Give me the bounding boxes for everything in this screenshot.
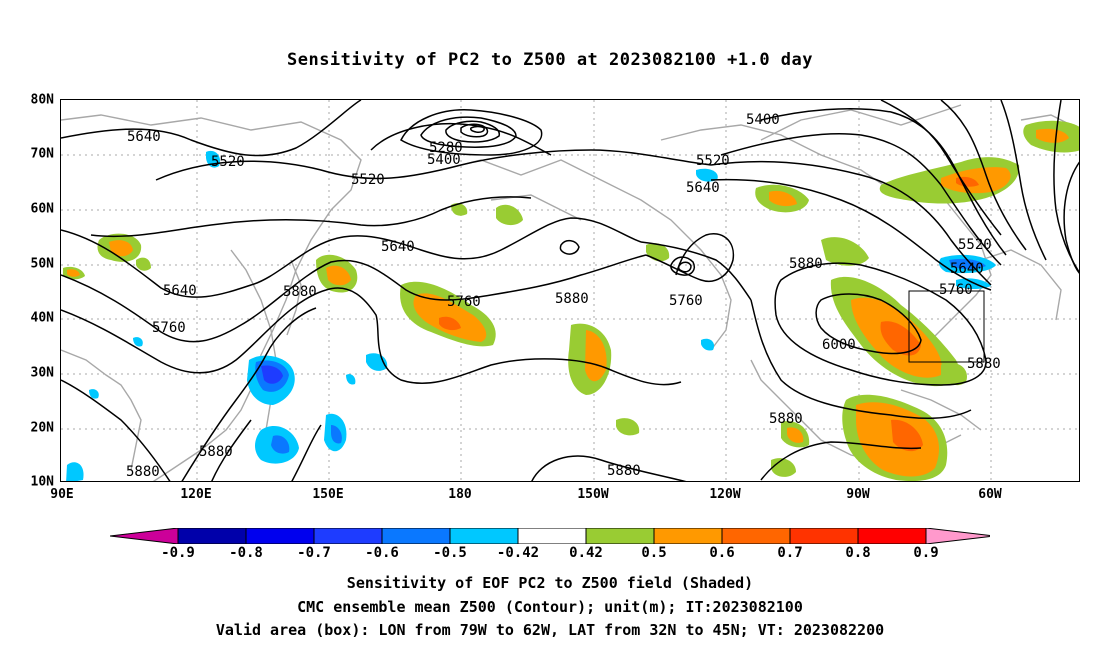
contour-label: 5760 [939, 282, 973, 298]
colorbar-segment [857, 528, 927, 544]
colorbar-segment [653, 528, 723, 544]
contour-label: 5640 [163, 283, 197, 299]
lon-label: 120W [709, 487, 741, 502]
contour-label: 5880 [199, 444, 233, 460]
contour-label: 5640 [950, 261, 984, 277]
contour-label: 5640 [686, 180, 720, 196]
z500-contours [61, 100, 1079, 481]
contour-label: 5880 [769, 411, 803, 427]
contour-label: 5520 [211, 154, 245, 170]
colorbar-segment [517, 528, 587, 544]
colorbar-segment [381, 528, 451, 544]
colorbar-segment [313, 528, 383, 544]
contour-label: 5520 [351, 172, 385, 188]
lon-label: 180 [448, 487, 472, 502]
lat-label: 60N [30, 201, 54, 217]
colorbar-segment [110, 528, 179, 544]
contour-label: 5400 [427, 152, 461, 168]
colorbar [110, 528, 990, 544]
contour-label: 6000 [822, 337, 856, 353]
contour-label: 5640 [127, 129, 161, 145]
contour-label: 5880 [967, 356, 1001, 372]
lat-label: 30N [30, 365, 54, 381]
colorbar-label: -0.9 [161, 545, 195, 561]
colorbar-segment [585, 528, 655, 544]
lat-label: 80N [30, 92, 54, 108]
colorbar-label: 0.8 [845, 545, 871, 561]
contour-label: 5520 [958, 237, 992, 253]
colorbar-label: -0.8 [229, 545, 263, 561]
colorbar-label: -0.42 [496, 545, 540, 561]
lon-label: 150E [312, 487, 344, 502]
colorbar-label: 0.6 [709, 545, 735, 561]
shading-positive [63, 120, 1079, 481]
colorbar-label: 0.9 [913, 545, 939, 561]
map-canvas: 5640 5520 5280 5400 5520 5400 5520 5640 … [61, 100, 1079, 481]
lon-label: 90W [846, 487, 870, 502]
lon-label: 60W [978, 487, 1002, 502]
lon-label: 150W [577, 487, 609, 502]
valid-area-box [908, 290, 985, 363]
contour-label: 5880 [555, 291, 589, 307]
caption-line-1: Sensitivity of EOF PC2 to Z500 field (Sh… [346, 574, 754, 592]
colorbar-label: -0.6 [365, 545, 399, 561]
contour-label: 5640 [381, 239, 415, 255]
contour-label: 5760 [447, 294, 481, 310]
contour-labels: 5640 5520 5280 5400 5520 5400 5520 5640 … [126, 112, 1001, 480]
contour-label: 5760 [669, 293, 703, 309]
colorbar-label: 0.7 [777, 545, 803, 561]
colorbar-segment [789, 528, 859, 544]
contour-label: 5880 [789, 256, 823, 272]
contour-label: 5400 [746, 112, 780, 128]
caption-line-3: Valid area (box): LON from 79W to 62W, L… [215, 621, 885, 639]
colorbar-segment [245, 528, 315, 544]
contour-label: 5880 [126, 464, 160, 480]
colorbar-segment [925, 528, 990, 544]
colorbar-label: -0.7 [297, 545, 331, 561]
lat-label: 40N [30, 310, 54, 326]
lat-label: 10N [30, 474, 54, 490]
lat-label: 70N [30, 146, 54, 162]
contour-label: 5520 [696, 153, 730, 169]
map-panel: 5640 5520 5280 5400 5520 5400 5520 5640 … [60, 99, 1080, 482]
contour-label: 5880 [283, 284, 317, 300]
colorbar-label: 0.5 [641, 545, 667, 561]
lat-label: 50N [30, 256, 54, 272]
contour-label: 5880 [607, 463, 641, 479]
lat-label: 20N [30, 420, 54, 436]
contour-label: 5280 [429, 140, 463, 156]
colorbar-label: 0.42 [569, 545, 603, 561]
plot-title: Sensitivity of PC2 to Z500 at 2023082100… [286, 50, 813, 70]
colorbar-label: -0.5 [433, 545, 467, 561]
lon-label: 90E [50, 487, 74, 502]
colorbar-segment [721, 528, 791, 544]
colorbar-segment [177, 528, 247, 544]
caption-line-2: CMC ensemble mean Z500 (Contour); unit(m… [297, 598, 803, 616]
colorbar-segment [449, 528, 519, 544]
contour-label: 5760 [152, 320, 186, 336]
lon-label: 120E [180, 487, 212, 502]
